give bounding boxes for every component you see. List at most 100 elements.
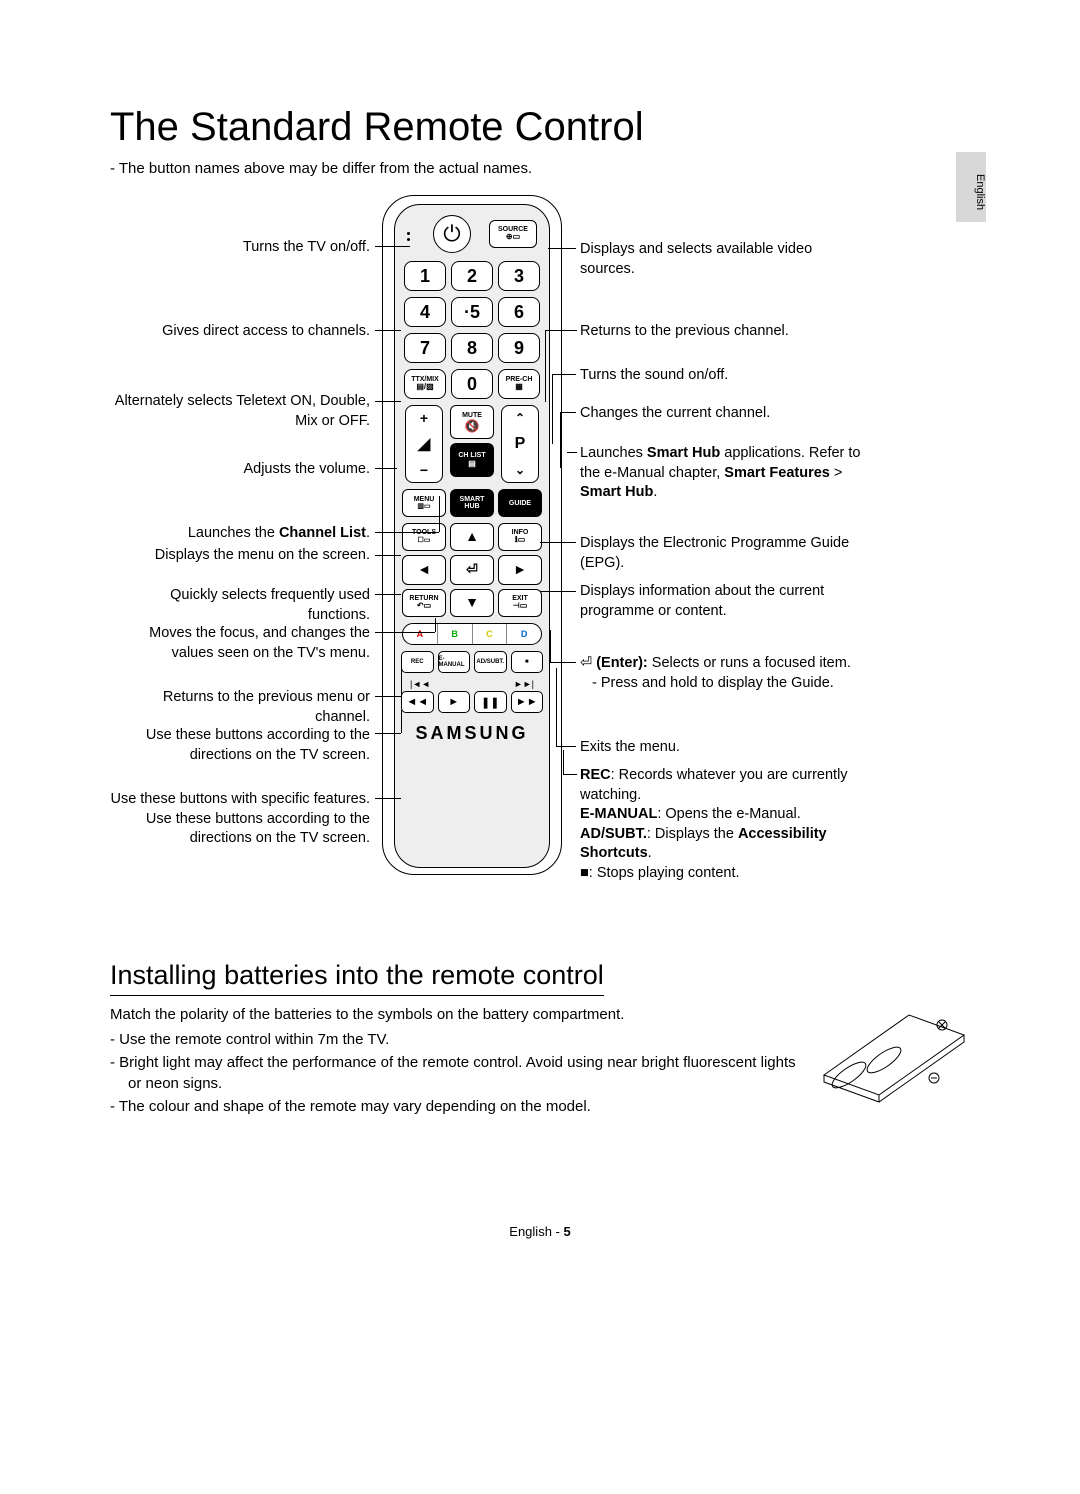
nav-left[interactable]: ◄	[402, 555, 446, 585]
line	[439, 496, 440, 532]
num-0[interactable]: 0	[451, 369, 493, 399]
smarthub-button[interactable]: SMART HUB	[450, 489, 494, 517]
adsubt-button[interactable]: AD/SUBT.	[474, 651, 507, 673]
line	[375, 532, 439, 533]
return-icon: ↶▭	[417, 602, 431, 611]
chlist-button[interactable]: CH LIST ▤	[450, 443, 494, 477]
callout-smarthub: Launches Smart Hub applications. Refer t…	[580, 444, 870, 503]
brand-label: SAMSUNG	[401, 723, 543, 744]
source-button[interactable]: SOURCE ⊕▭	[489, 220, 537, 248]
color-buttons[interactable]: A B C D	[402, 623, 542, 645]
num-8[interactable]: 8	[451, 333, 493, 363]
page-footer: English - 5	[0, 1224, 1080, 1239]
volume-down: −	[420, 462, 428, 478]
color-c[interactable]: C	[473, 624, 508, 644]
line	[375, 468, 397, 469]
num-3[interactable]: 3	[498, 261, 540, 291]
next-track-icon: ►►|	[514, 679, 534, 689]
num-4[interactable]: 4	[404, 297, 446, 327]
ir-led-dots	[407, 228, 415, 241]
callout-prech: Returns to the previous channel.	[580, 322, 860, 342]
adsubt-bold: AD/SUBT.	[580, 826, 647, 842]
num-1[interactable]: 1	[404, 261, 446, 291]
num-9[interactable]: 9	[498, 333, 540, 363]
subsection-bullets: - Use the remote control within 7m the T…	[110, 1030, 800, 1120]
remote-body: ⏻ SOURCE ⊕▭ 1 2 3 4 ·5 6 7 8 9 TTX/MIX ▤…	[394, 204, 550, 868]
volume-rocker[interactable]: + ◢ −	[405, 405, 443, 483]
line	[556, 668, 557, 746]
callout-ttx: Alternately selects Teletext ON, Double,…	[110, 392, 370, 431]
callout-rec-block: REC: Records whatever you are currently …	[580, 766, 880, 883]
num-2[interactable]: 2	[451, 261, 493, 291]
callout-colors: Use these buttons according to the direc…	[110, 726, 370, 765]
chlist-label: CH LIST	[458, 452, 485, 459]
callout-ch: Changes the current channel.	[580, 404, 860, 424]
line	[567, 452, 577, 453]
callout-mute: Turns the sound on/off.	[580, 366, 860, 386]
line	[548, 248, 576, 249]
prech-button[interactable]: PRE-CH ▦	[498, 369, 540, 399]
battery-illustration	[814, 1000, 974, 1120]
language-tab: English	[956, 152, 986, 222]
line	[563, 750, 564, 774]
guide-button[interactable]: GUIDE	[498, 489, 542, 517]
ttx-button[interactable]: TTX/MIX ▤/▨	[404, 369, 446, 399]
exit-button[interactable]: EXIT ⊣▭	[498, 589, 542, 617]
num-5[interactable]: ·5	[451, 297, 493, 327]
subsection-intro: Match the polarity of the batteries to t…	[110, 1006, 870, 1023]
line	[540, 542, 576, 543]
rewind-button[interactable]: ◄◄	[401, 691, 434, 713]
line	[375, 246, 410, 247]
tools-label: TOOLS	[412, 529, 436, 537]
callout-menu: Displays the menu on the screen.	[110, 546, 370, 566]
rec-button[interactable]: REC	[401, 651, 434, 673]
subheading: Installing batteries into the remote con…	[110, 960, 604, 996]
page-title: The Standard Remote Control	[110, 105, 644, 150]
ffwd-button[interactable]: ►►	[511, 691, 544, 713]
channel-down-icon: ⌄	[515, 463, 525, 477]
enter-text: Selects or runs a focused item.	[648, 655, 851, 671]
pause-button[interactable]: ❚❚	[474, 691, 507, 713]
menu-icon: ▥▭	[417, 503, 430, 510]
color-b[interactable]: B	[438, 624, 473, 644]
mute-button[interactable]: MUTE 🔇	[450, 405, 494, 439]
line	[552, 374, 553, 444]
ttx-icon: ▤/▨	[416, 383, 433, 392]
emanual-button[interactable]: E-MANUAL	[438, 651, 471, 673]
stop-button[interactable]: ■	[511, 651, 544, 673]
num-7[interactable]: 7	[404, 333, 446, 363]
nav-pad: TOOLS ☐▭ ▲ INFO ℹ▭ ◄ ⏎ ► RETURN ↶▭ ▼ EXI…	[401, 523, 543, 617]
color-a[interactable]: A	[403, 624, 438, 644]
nav-right[interactable]: ►	[498, 555, 542, 585]
nav-up[interactable]: ▲	[450, 523, 494, 551]
line	[375, 594, 401, 595]
callout-return: Returns to the previous menu or channel.	[110, 688, 370, 727]
callout-power: Turns the TV on/off.	[110, 238, 370, 258]
line	[540, 591, 576, 592]
stop-bold: ■	[580, 865, 589, 881]
return-button[interactable]: RETURN ↶▭	[402, 589, 446, 617]
info-button[interactable]: INFO ℹ▭	[498, 523, 542, 551]
color-d[interactable]: D	[507, 624, 541, 644]
enter-button[interactable]: ⏎	[450, 555, 494, 585]
volume-icon: ◢	[418, 434, 430, 454]
line	[375, 798, 401, 799]
callout-guide: Displays the Electronic Programme Guide …	[580, 534, 860, 573]
num-6[interactable]: 6	[498, 297, 540, 327]
nav-down[interactable]: ▼	[450, 589, 494, 617]
callout-exit: Exits the menu.	[580, 738, 860, 758]
power-button[interactable]: ⏻	[433, 215, 471, 253]
line	[552, 374, 576, 375]
callout-nav: Moves the focus, and changes the values …	[110, 624, 370, 663]
mute-label: MUTE	[462, 412, 482, 419]
channel-rocker[interactable]: ⌃ P ⌄	[501, 405, 539, 483]
bullet-1: - Use the remote control within 7m the T…	[110, 1030, 800, 1050]
bullet-3: - The colour and shape of the remote may…	[110, 1097, 800, 1117]
line	[560, 412, 561, 468]
line	[563, 774, 577, 775]
play-button[interactable]: ►	[438, 691, 471, 713]
footer-lang: English	[509, 1224, 552, 1239]
bullet-2: - Bright light may affect the performanc…	[110, 1053, 800, 1094]
line	[375, 401, 401, 402]
line	[401, 667, 402, 696]
